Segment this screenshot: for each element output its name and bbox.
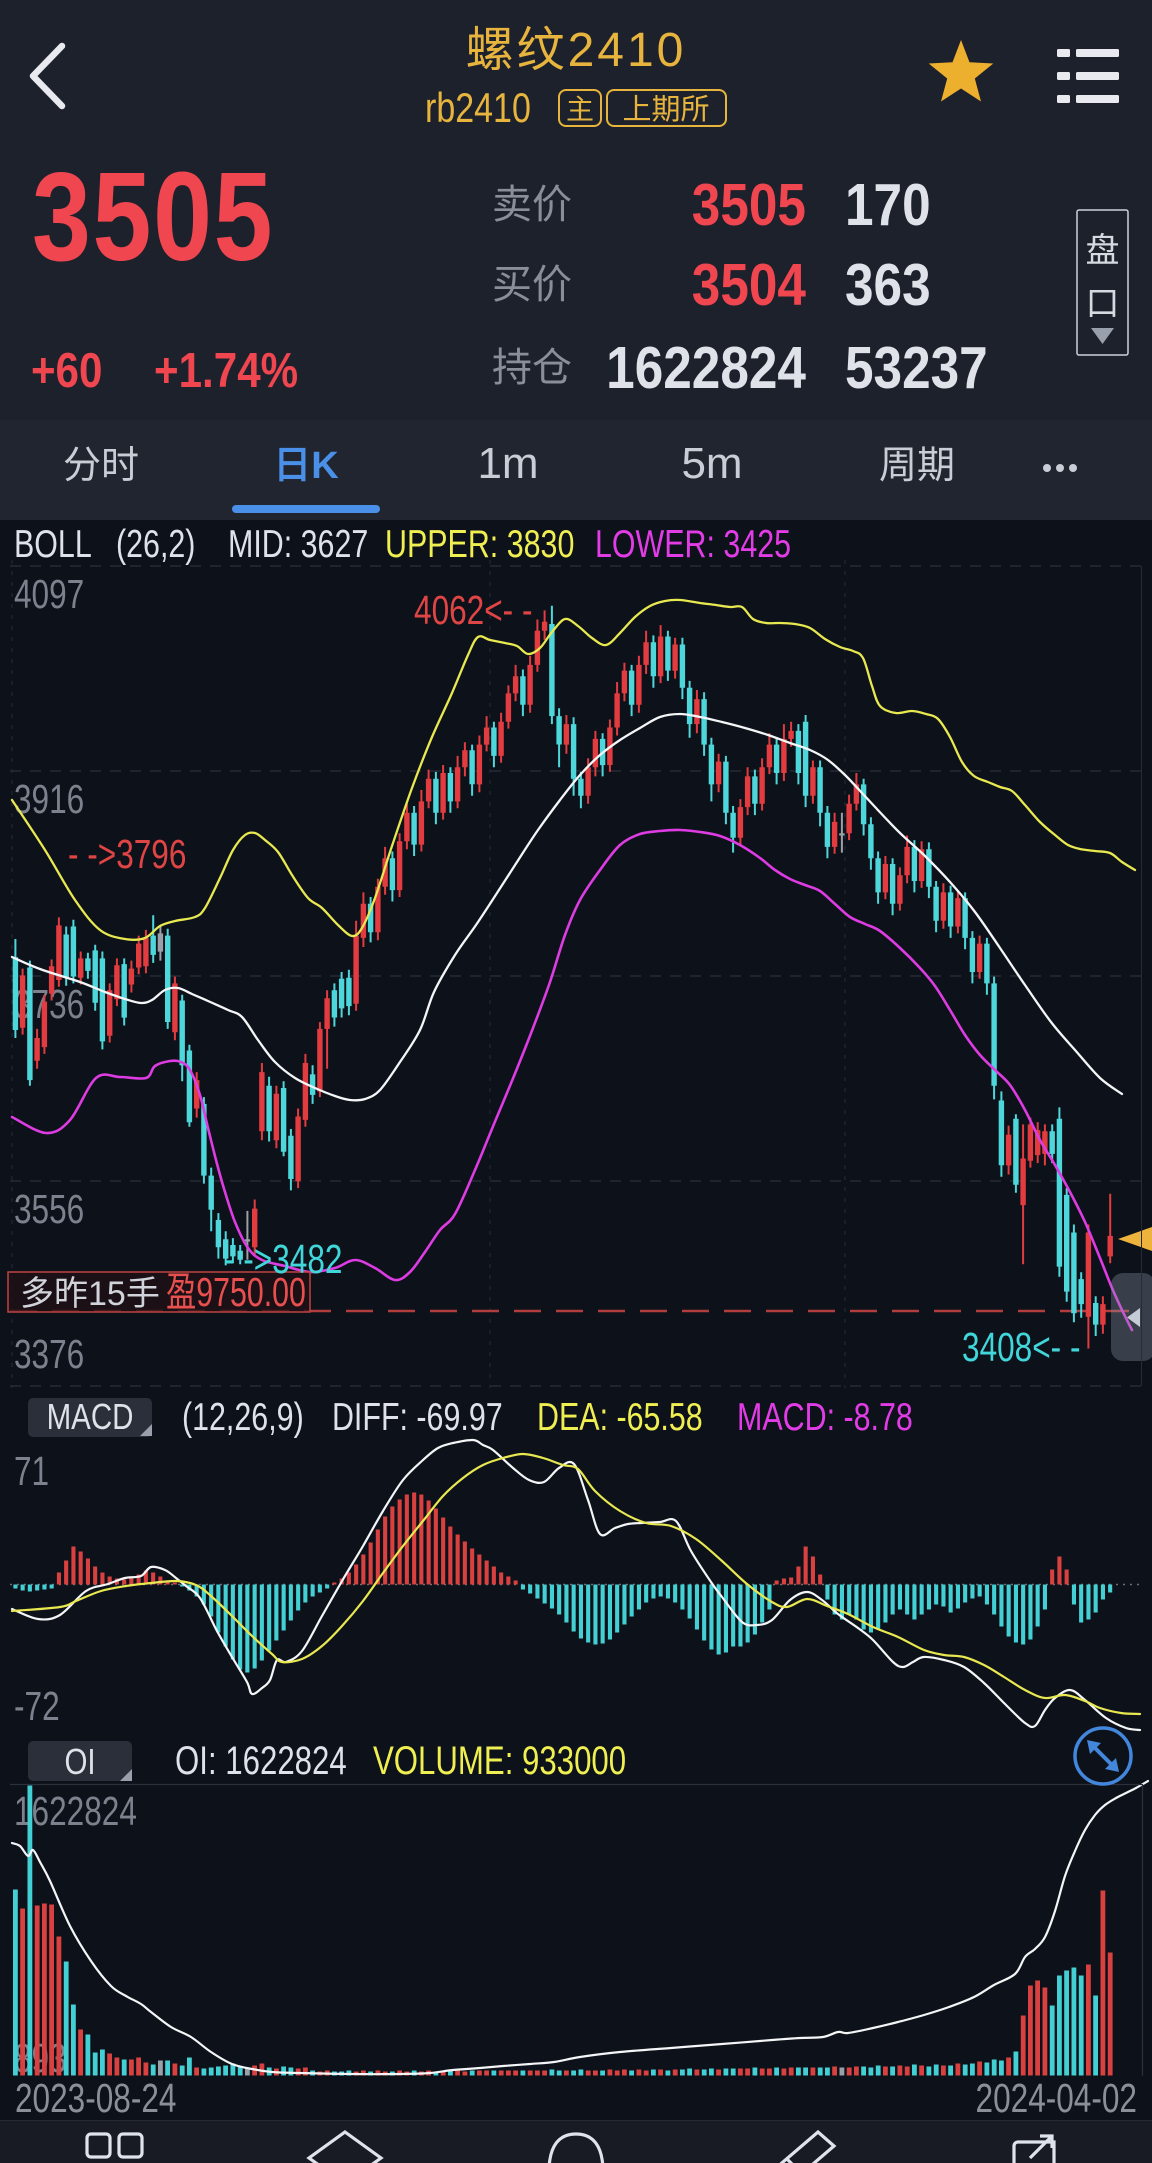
svg-text:+1.74%: +1.74% [154,343,298,398]
svg-text:170: 170 [845,172,931,238]
svg-text:4062<- -: 4062<- - [414,587,532,633]
svg-text:卖价: 卖价 [492,183,572,227]
svg-text:rb2410: rb2410 [425,85,531,132]
svg-text:DIFF: -69.97: DIFF: -69.97 [332,1395,503,1438]
svg-text:3408<- -: 3408<- - [962,1324,1080,1370]
svg-text:日K: 日K [273,445,339,487]
svg-text:OI: 1622824: OI: 1622824 [175,1738,347,1783]
svg-text:3376: 3376 [14,1331,84,1377]
svg-text:4097: 4097 [14,571,84,617]
svg-text:分时: 分时 [63,445,139,487]
svg-text:(26,2): (26,2) [116,522,195,565]
svg-text:2023-08-24: 2023-08-24 [15,2075,176,2121]
svg-text:DEA: -65.58: DEA: -65.58 [537,1395,703,1438]
svg-text:MACD: -8.78: MACD: -8.78 [737,1395,913,1438]
svg-text:螺纹2410: 螺纹2410 [466,24,687,77]
svg-text:3556: 3556 [14,1186,84,1232]
svg-text:盘: 盘 [1086,232,1120,270]
svg-text:VOLUME: 933000: VOLUME: 933000 [373,1738,626,1783]
svg-text:盈9750.00: 盈9750.00 [166,1268,306,1315]
svg-text:3505: 3505 [692,172,806,238]
svg-text:周期: 周期 [879,445,955,487]
svg-text:1622824: 1622824 [606,335,806,401]
svg-text:- ->3482: - ->3482 [224,1236,342,1282]
svg-text:2024-04-02: 2024-04-02 [976,2075,1137,2121]
svg-text:OI: OI [64,1741,95,1781]
svg-text:53237: 53237 [845,335,988,401]
svg-text:71: 71 [14,1448,49,1494]
svg-text:+60: +60 [31,343,102,398]
svg-text:363: 363 [845,252,931,318]
svg-text:- ->3796: - ->3796 [68,831,186,877]
svg-text:多昨15手: 多昨15手 [20,1275,160,1313]
svg-text:BOLL: BOLL [14,522,92,565]
svg-text:持仓: 持仓 [492,346,572,390]
svg-text:-72: -72 [14,1683,60,1729]
svg-text:5m: 5m [681,439,742,488]
svg-text:1622824: 1622824 [14,1788,137,1834]
svg-text:MID: 3627: MID: 3627 [228,522,368,565]
svg-text:买价: 买价 [492,263,572,307]
svg-text:UPPER: 3830: UPPER: 3830 [385,522,574,565]
svg-text:3504: 3504 [692,252,806,318]
svg-text:LOWER: 3425: LOWER: 3425 [595,522,791,565]
svg-text:(12,26,9): (12,26,9) [182,1395,304,1438]
svg-text:3916: 3916 [14,776,84,822]
svg-text:3505: 3505 [32,146,274,287]
svg-text:MACD: MACD [47,1396,134,1436]
svg-text:1m: 1m [477,439,538,488]
svg-text:主: 主 [566,94,594,125]
svg-text:口: 口 [1086,285,1120,323]
svg-text:上期所: 上期所 [622,94,709,126]
